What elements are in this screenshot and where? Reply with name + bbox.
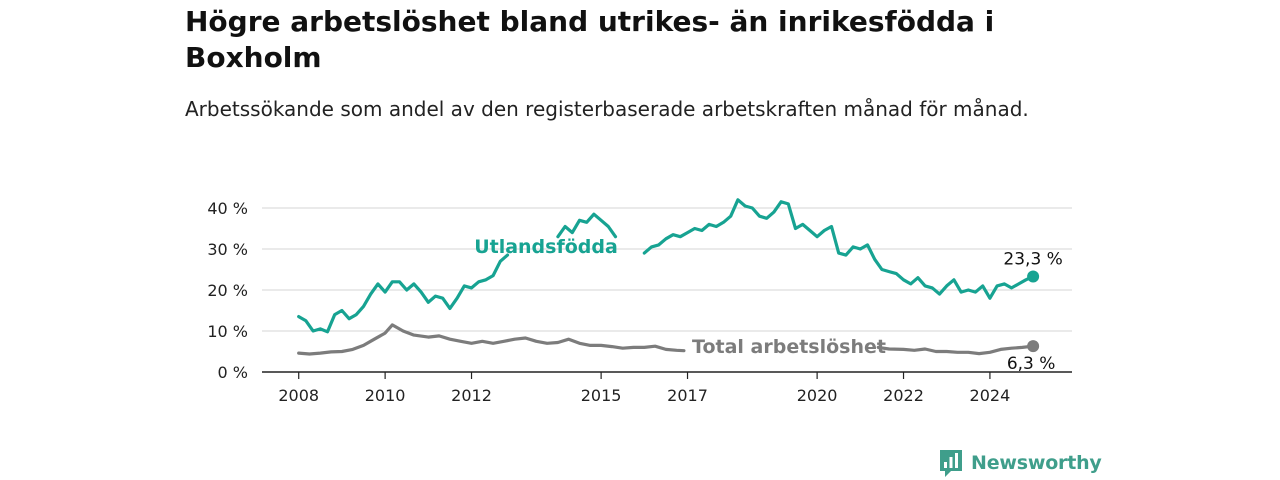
end-point-total [1027, 340, 1040, 353]
series-labels: Utlandsfödda Total arbetslöshet 23,3 % 6,3 … [474, 236, 1063, 374]
series-line-utlandsfodda [297, 198, 1035, 334]
series-label-utlandsfodda: Utlandsfödda [474, 236, 618, 258]
x-tick-label: 2022 [883, 386, 924, 405]
series-label-total: Total arbetslöshet [692, 336, 886, 358]
brand-name: Newsworthy [971, 452, 1102, 474]
chart-title: Högre arbetslöshet bland utrikes- än inr… [185, 5, 995, 74]
x-tick-label: 2024 [970, 386, 1011, 405]
x-tick-label: 2012 [451, 386, 492, 405]
chart-subtitle: Arbetssökande som andel av den registerb… [185, 97, 1029, 121]
end-value-label-total: 6,3 % [1007, 354, 1056, 374]
end-value-label-utlandsfodda: 23,3 % [1003, 249, 1062, 269]
y-tick-label: 0 % [218, 363, 248, 382]
y-tick-label: 20 % [207, 281, 248, 300]
x-tick-label: 2020 [797, 386, 838, 405]
y-tick-label: 10 % [207, 322, 248, 341]
newsworthy-brand[interactable]: Newsworthy [938, 448, 1102, 478]
y-axis-ticks: 0 % 10 % 20 % 30 % 40 % [207, 199, 248, 382]
x-tick-label: 2010 [365, 386, 406, 405]
newsworthy-logo-icon [940, 450, 962, 477]
gridlines [262, 207, 1072, 332]
series-lines [297, 198, 1040, 356]
y-tick-label: 40 % [207, 199, 248, 218]
x-tick-label: 2008 [278, 386, 319, 405]
end-point-utlandsfodda [1027, 270, 1040, 283]
x-tick-label: 2015 [581, 386, 622, 405]
x-tick-label: 2017 [667, 386, 708, 405]
y-tick-label: 30 % [207, 240, 248, 259]
x-axis: 2008 2010 2012 2015 2017 2020 2022 2024 [262, 371, 1072, 405]
series-line-total [297, 323, 1035, 356]
